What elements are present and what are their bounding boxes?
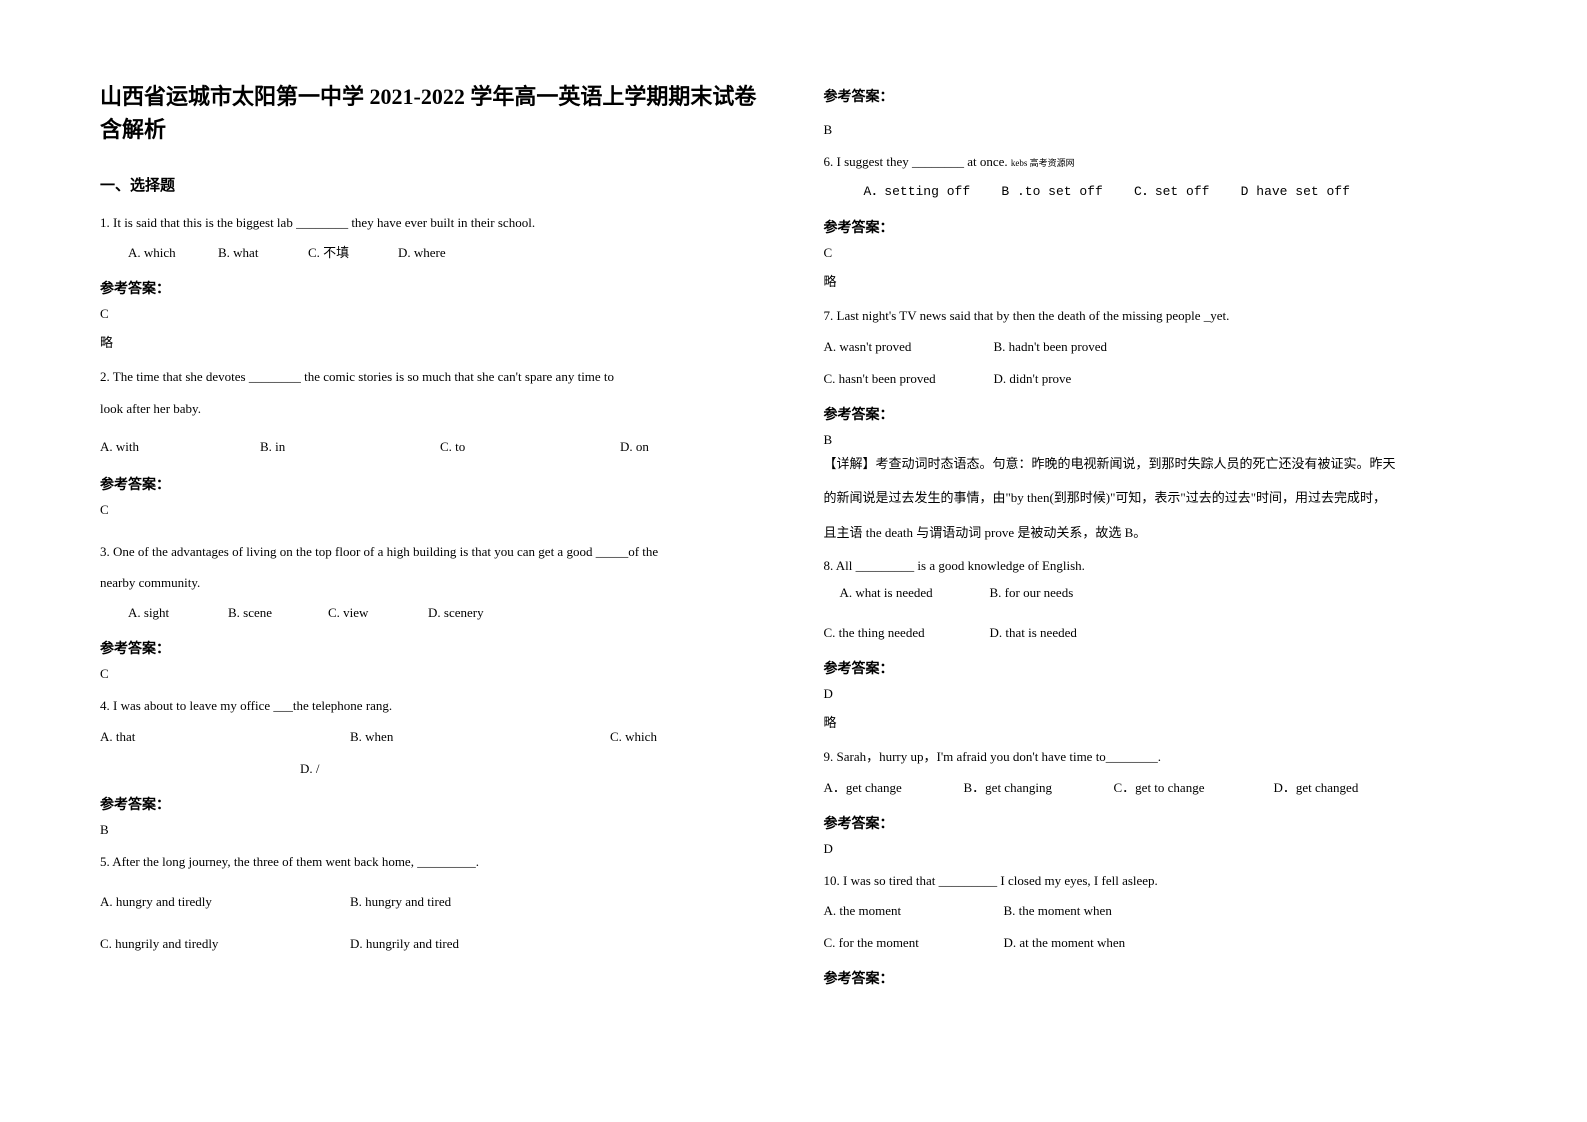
q4-options-row1: A. that B. when C. which	[100, 724, 764, 750]
q5-options-row2: C. hungrily and tiredly D. hungrily and …	[100, 931, 764, 957]
q6-answer-label: 参考答案：	[824, 217, 1488, 237]
q6-opt-b: B .to set off	[1001, 184, 1102, 199]
q8-answer-value: D	[824, 686, 1488, 702]
q4-opt-b: B. when	[350, 724, 610, 750]
q5-answer-label: 参考答案：	[824, 86, 1488, 106]
q10-opt-a: A. the moment	[824, 898, 1004, 924]
q7-opt-b: B. hadn't been proved	[994, 334, 1108, 360]
q1-opt-a: A. which	[128, 240, 218, 266]
q3-opt-b: B. scene	[228, 600, 328, 626]
q4-opt-a: A. that	[100, 724, 350, 750]
q4-answer-label: 参考答案：	[100, 794, 764, 814]
q7-answer-label: 参考答案：	[824, 404, 1488, 424]
q7-exp3: 且主语 the death 与谓语动词 prove 是被动关系，故选 B。	[824, 521, 1488, 546]
q2-answer-value: C	[100, 502, 764, 518]
q6-text-wrap: 6. I suggest they ________ at once. kebs…	[824, 148, 1488, 175]
q4-options-row2: D. /	[100, 756, 764, 782]
q9-options: A．get change B．get changing C．get to cha…	[824, 775, 1488, 801]
q5-options-row1: A. hungry and tiredly B. hungry and tire…	[100, 889, 764, 915]
q8-opt-d: D. that is needed	[990, 620, 1077, 646]
q6-options: A．setting off B .to set off C．set off D …	[824, 179, 1488, 205]
q6-omit: 略	[824, 271, 1488, 290]
q7-answer-value: B	[824, 432, 1488, 448]
q3-opt-c: C. view	[328, 600, 428, 626]
q1-omit: 略	[100, 332, 764, 351]
q8-answer-label: 参考答案：	[824, 658, 1488, 678]
q10-answer-label: 参考答案：	[824, 968, 1488, 988]
q5-opt-c: C. hungrily and tiredly	[100, 931, 350, 957]
q10-options-row2: C. for the moment D. at the moment when	[824, 930, 1488, 956]
q5-opt-a: A. hungry and tiredly	[100, 889, 350, 915]
q3-text1: 3. One of the advantages of living on th…	[100, 538, 764, 565]
left-column: 山西省运城市太阳第一中学 2021-2022 学年高一英语上学期期末试卷含解析 …	[100, 80, 764, 1042]
right-column: 参考答案： B 6. I suggest they ________ at on…	[824, 80, 1488, 1042]
q1-options: A. which B. what C. 不填 D. where	[100, 240, 764, 266]
q3-opt-d: D. scenery	[428, 600, 484, 626]
q10-opt-c: C. for the moment	[824, 930, 1004, 956]
q7-text: 7. Last night's TV news said that by the…	[824, 302, 1488, 329]
q7-exp2: 的新闻说是过去发生的事情，由"by then(到那时候)"可知，表示"过去的过去…	[824, 486, 1488, 511]
q9-opt-a: A．get change	[824, 775, 964, 801]
q8-text: 8. All _________ is a good knowledge of …	[824, 556, 1488, 577]
q3-opt-a: A. sight	[128, 600, 228, 626]
q1-opt-d: D. where	[398, 240, 446, 266]
q3-options: A. sight B. scene C. view D. scenery	[100, 600, 764, 626]
q10-options-row1: A. the moment B. the moment when	[824, 898, 1488, 924]
q9-opt-b: B．get changing	[964, 775, 1114, 801]
q9-text: 9. Sarah，hurry up，I'm afraid you don't h…	[824, 743, 1488, 770]
q9-opt-d: D．get changed	[1274, 775, 1359, 801]
q4-opt-c: C. which	[610, 724, 657, 750]
q2-answer-label: 参考答案：	[100, 474, 764, 494]
q2-text2: look after her baby.	[100, 395, 764, 422]
document-title: 山西省运城市太阳第一中学 2021-2022 学年高一英语上学期期末试卷含解析	[100, 80, 764, 146]
q10-opt-b: B. the moment when	[1004, 898, 1112, 924]
q2-opt-c: C. to	[440, 434, 620, 460]
q8-opt-a: A. what is needed	[840, 580, 990, 606]
q4-opt-d: D. /	[300, 761, 320, 776]
q2-opt-a: A. with	[100, 434, 260, 460]
q6-text: 6. I suggest they ________ at once.	[824, 154, 1008, 169]
q6-opt-d: D have set off	[1241, 184, 1350, 199]
q5-opt-b: B. hungry and tired	[350, 889, 451, 915]
section-heading: 一、选择题	[100, 174, 764, 195]
q2-opt-d: D. on	[620, 434, 649, 460]
q1-answer-value: C	[100, 306, 764, 322]
q2-opt-b: B. in	[260, 434, 440, 460]
q1-opt-c: C. 不填	[308, 240, 398, 266]
q8-omit: 略	[824, 712, 1488, 731]
q2-options: A. with B. in C. to D. on	[100, 434, 764, 460]
q8-opt-c: C. the thing needed	[824, 620, 990, 646]
q3-answer-label: 参考答案：	[100, 638, 764, 658]
q8-options-row1: A. what is needed B. for our needs	[824, 580, 1488, 606]
q5-opt-d: D. hungrily and tired	[350, 931, 459, 957]
q5-answer-value: B	[824, 122, 1488, 138]
q9-answer-value: D	[824, 841, 1488, 857]
q6-answer-value: C	[824, 245, 1488, 261]
q9-opt-c: C．get to change	[1114, 775, 1274, 801]
q3-text2: nearby community.	[100, 569, 764, 596]
q8-options-row2: C. the thing needed D. that is needed	[824, 620, 1488, 646]
q2-text1: 2. The time that she devotes ________ th…	[100, 363, 764, 390]
q4-answer-value: B	[100, 822, 764, 838]
q5-text: 5. After the long journey, the three of …	[100, 848, 764, 875]
q6-opt-a: A．setting off	[864, 184, 971, 199]
q7-exp1: 【详解】考查动词时态语态。句意：昨晚的电视新闻说，到那时失踪人员的死亡还没有被证…	[824, 452, 1488, 477]
q7-opt-a: A. wasn't proved	[824, 334, 994, 360]
q6-opt-c: C．set off	[1134, 184, 1209, 199]
q4-text: 4. I was about to leave my office ___the…	[100, 692, 764, 719]
q1-answer-label: 参考答案：	[100, 278, 764, 298]
q6-tiny: kebs 高考资源网	[1011, 158, 1075, 168]
q7-opt-c: C. hasn't been proved	[824, 366, 994, 392]
q10-opt-d: D. at the moment when	[1004, 930, 1126, 956]
q3-answer-value: C	[100, 666, 764, 682]
q8-opt-b: B. for our needs	[990, 580, 1074, 606]
q1-opt-b: B. what	[218, 240, 308, 266]
q9-answer-label: 参考答案：	[824, 813, 1488, 833]
q1-text: 1. It is said that this is the biggest l…	[100, 209, 764, 236]
q7-options-row2: C. hasn't been proved D. didn't prove	[824, 366, 1488, 392]
q7-options-row1: A. wasn't proved B. hadn't been proved	[824, 334, 1488, 360]
q10-text: 10. I was so tired that _________ I clos…	[824, 867, 1488, 894]
q7-opt-d: D. didn't prove	[994, 366, 1072, 392]
